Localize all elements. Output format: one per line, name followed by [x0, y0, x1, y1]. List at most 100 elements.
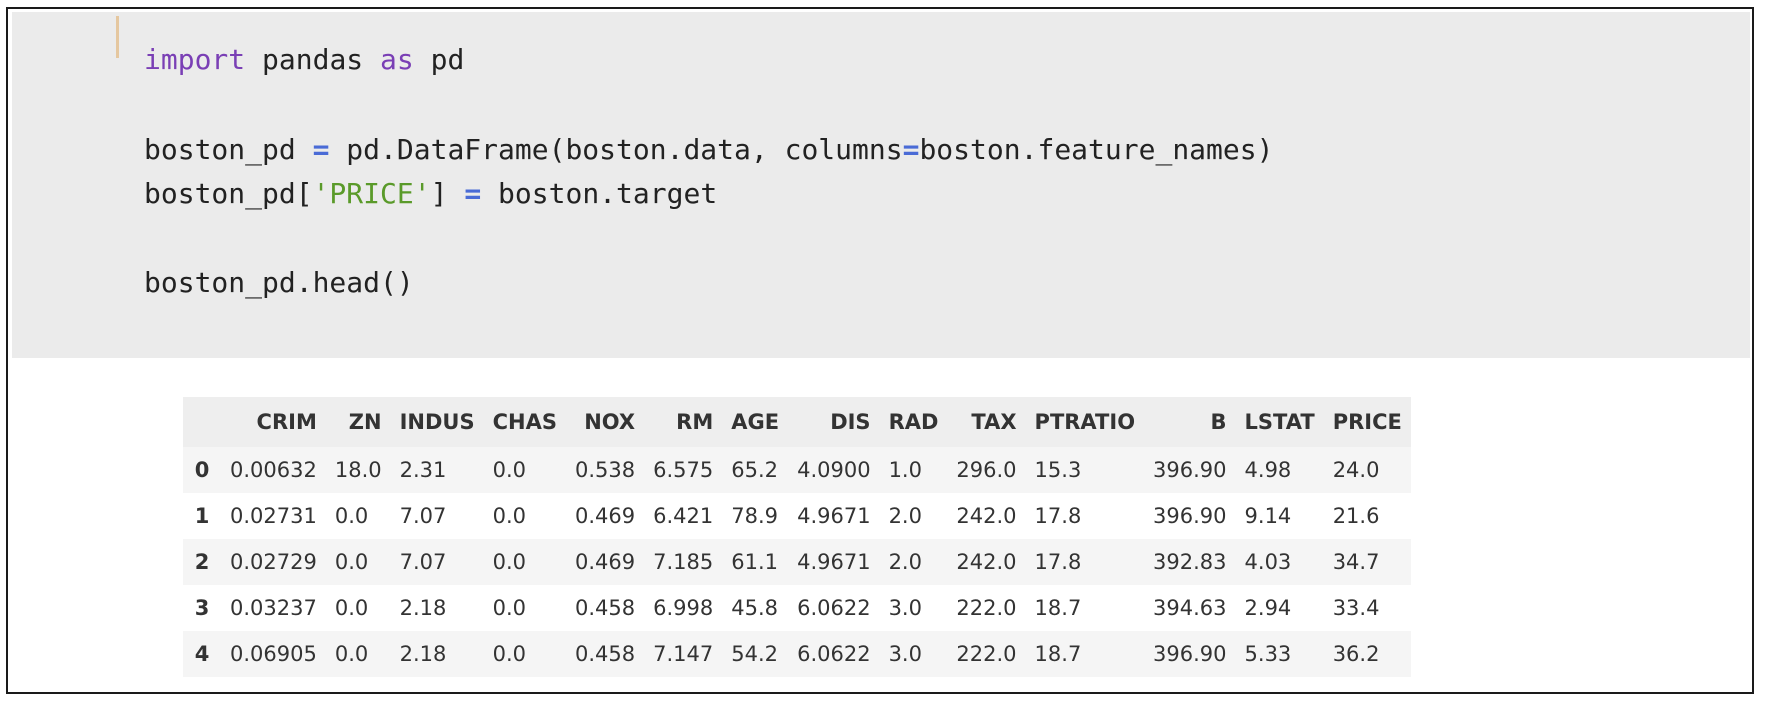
table-cell: 0.458	[574, 642, 636, 666]
code-token: pd	[413, 43, 465, 76]
table-cell: 3.0	[888, 596, 922, 620]
code-token: boston.feature_names)	[919, 133, 1274, 166]
column-header: TAX	[947, 397, 1026, 447]
column-header: DIS	[788, 397, 880, 447]
code-string: 'PRICE'	[312, 177, 431, 210]
column-header: RAD	[879, 397, 948, 447]
table-cell: 45.8	[731, 596, 778, 620]
column-header: AGE	[722, 397, 789, 447]
table-row: 3 0.03237 0.0 2.18 0.0 0.458 6.998 45.8 6.0622 3.…	[183, 585, 1411, 631]
header-row: CRIM ZN INDUS CHAS NOX RM AGE DIS RAD TAX PTRATIO B…	[183, 397, 1411, 447]
table-cell: 17.8	[1034, 550, 1082, 574]
table-row: 1 0.02731 0.0 7.07 0.0 0.469 6.421 78.9 4.9671 2.…	[183, 493, 1411, 539]
table-cell: 2.0	[888, 504, 922, 528]
code-cell[interactable]: import pandas as pd boston_pd = pd.DataFr…	[12, 12, 1750, 358]
table-cell: 6.421	[653, 504, 714, 528]
table-cell: 0.03237	[230, 596, 317, 620]
table-cell: 0.469	[574, 550, 636, 574]
table-cell: 0.02729	[230, 550, 317, 574]
column-header: RM	[644, 397, 723, 447]
table-cell: 6.0622	[797, 642, 871, 666]
table-row: 0 0.00632 18.0 2.31 0.0 0.538 6.575 65.2 4.0900 1…	[183, 447, 1411, 493]
table-cell: 18.7	[1034, 596, 1082, 620]
table-cell: 18.7	[1034, 642, 1082, 666]
table-cell: 7.07	[399, 504, 447, 528]
dataframe-body: 0 0.00632 18.0 2.31 0.0 0.538 6.575 65.2 4.0900 1…	[183, 447, 1411, 677]
row-index: 1	[194, 504, 210, 528]
table-cell: 4.03	[1244, 550, 1292, 574]
table-cell: 222.0	[956, 642, 1017, 666]
table-cell: 7.147	[653, 642, 714, 666]
row-index: 0	[194, 458, 210, 482]
table-cell: 0.538	[574, 458, 636, 482]
table-cell: 396.90	[1153, 642, 1227, 666]
code-operator: =	[464, 177, 482, 210]
index-header	[183, 397, 221, 447]
table-cell: 2.94	[1244, 596, 1292, 620]
table-cell: 0.458	[574, 596, 636, 620]
table-cell: 33.4	[1332, 596, 1380, 620]
table-cell: 24.0	[1332, 458, 1380, 482]
code-token: boston_pd[	[144, 177, 313, 210]
table-cell: 2.0	[888, 550, 922, 574]
table-cell: 0.469	[574, 504, 636, 528]
code-keyword: import	[144, 43, 246, 76]
table-cell: 392.83	[1153, 550, 1227, 574]
table-cell: 6.575	[653, 458, 714, 482]
table-cell: 0.0	[492, 596, 527, 620]
table-cell: 9.14	[1244, 504, 1292, 528]
dataframe-table: CRIM ZN INDUS CHAS NOX RM AGE DIS RAD TAX PTRATIO B…	[183, 397, 1411, 677]
table-cell: 396.90	[1153, 458, 1227, 482]
table-cell: 2.18	[399, 596, 447, 620]
table-cell: 0.0	[492, 550, 527, 574]
table-cell: 36.2	[1332, 642, 1380, 666]
table-cell: 222.0	[956, 596, 1017, 620]
column-header: CRIM	[221, 397, 326, 447]
table-row: 4 0.06905 0.0 2.18 0.0 0.458 7.147 54.2 6.0622 3.…	[183, 631, 1411, 677]
code-token: boston_pd	[144, 133, 313, 166]
table-cell: 17.8	[1034, 504, 1082, 528]
table-row: 2 0.02729 0.0 7.07 0.0 0.469 7.185 61.1 4.9671 2.…	[183, 539, 1411, 585]
code-token: ]	[430, 177, 465, 210]
table-cell: 4.9671	[797, 550, 871, 574]
table-cell: 7.185	[653, 550, 714, 574]
cell-output: CRIM ZN INDUS CHAS NOX RM AGE DIS RAD TAX PTRATIO B…	[183, 397, 1473, 677]
table-cell: 3.0	[888, 642, 922, 666]
cell-focus-bar	[116, 16, 119, 58]
row-index: 2	[194, 550, 210, 574]
table-cell: 394.63	[1153, 596, 1227, 620]
column-header: INDUS	[390, 397, 484, 447]
code-operator: =	[902, 133, 920, 166]
table-cell: 0.02731	[230, 504, 317, 528]
code-operator: =	[312, 133, 330, 166]
dataframe-header: CRIM ZN INDUS CHAS NOX RM AGE DIS RAD TAX PTRATIO B…	[183, 397, 1411, 447]
table-cell: 2.18	[399, 642, 447, 666]
table-cell: 396.90	[1153, 504, 1227, 528]
table-cell: 18.0	[334, 458, 382, 482]
table-cell: 0.06905	[230, 642, 317, 666]
table-cell: 15.3	[1034, 458, 1082, 482]
table-cell: 2.31	[399, 458, 447, 482]
column-header: ZN	[325, 397, 391, 447]
code-token: boston_pd.head()	[144, 266, 414, 299]
table-cell: 0.0	[492, 642, 527, 666]
column-header: LSTAT	[1235, 397, 1324, 447]
table-cell: 7.07	[399, 550, 447, 574]
table-cell: 0.0	[492, 504, 527, 528]
code-token: pandas	[245, 43, 381, 76]
notebook-frame: import pandas as pd boston_pd = pd.DataFr…	[6, 7, 1754, 694]
code-keyword: as	[380, 43, 414, 76]
table-cell: 0.0	[334, 550, 369, 574]
table-cell: 65.2	[731, 458, 778, 482]
code-line: boston_pd['PRICE'] = boston.target	[144, 176, 717, 212]
table-cell: 4.9671	[797, 504, 871, 528]
table-cell: 0.0	[334, 504, 369, 528]
table-cell: 34.7	[1332, 550, 1380, 574]
table-cell: 61.1	[731, 550, 778, 574]
table-cell: 296.0	[956, 458, 1017, 482]
table-cell: 0.0	[334, 596, 369, 620]
table-cell: 0.00632	[230, 458, 317, 482]
table-cell: 242.0	[956, 550, 1017, 574]
table-cell: 6.0622	[797, 596, 871, 620]
row-index: 4	[194, 642, 210, 666]
